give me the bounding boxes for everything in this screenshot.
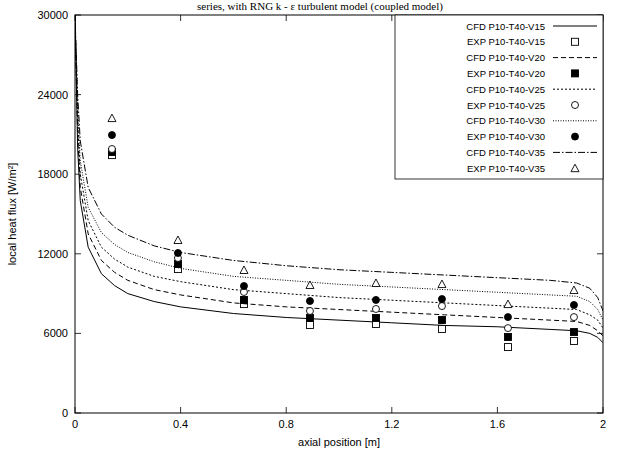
y-tick <box>75 333 603 334</box>
series-line <box>75 15 603 343</box>
data-point <box>108 114 116 122</box>
legend-label: EXP P10-T40-V15 <box>467 36 545 47</box>
data-point <box>240 266 248 274</box>
x-tick <box>180 15 181 413</box>
y-tick-label: 18000 <box>37 168 68 180</box>
data-point <box>438 326 445 333</box>
y-tick-label: 30000 <box>37 9 68 21</box>
data-point <box>504 300 512 308</box>
data-point <box>438 303 445 310</box>
x-tick-label: 1.6 <box>490 418 505 430</box>
chart: series, with RNG k - ε turbulent model (… <box>0 0 626 449</box>
series-line <box>75 15 603 343</box>
data-point <box>438 317 445 324</box>
legend-label: EXP P10-T40-V25 <box>467 100 545 111</box>
series-scatter <box>108 145 577 331</box>
series-line <box>75 15 603 320</box>
data-point <box>306 298 313 305</box>
x-tick-label: 1.2 <box>384 418 399 430</box>
data-point <box>108 145 115 152</box>
data <box>75 15 603 351</box>
data-point <box>306 322 313 329</box>
legend-swatch <box>553 57 597 58</box>
x-tick-label: 0.4 <box>173 418 188 430</box>
data-point <box>570 314 577 321</box>
data-point <box>570 337 577 344</box>
data-point <box>372 296 379 303</box>
series-line <box>75 15 603 311</box>
y-tick-label: 12000 <box>37 248 68 260</box>
data-point <box>570 286 578 294</box>
legend-swatch <box>571 164 579 172</box>
legend-swatch <box>553 26 597 27</box>
legend-label: EXP P10-T40-V20 <box>467 68 545 79</box>
series-line <box>75 15 603 336</box>
data-point <box>174 250 181 257</box>
x-tick <box>391 15 392 413</box>
y-tick <box>75 253 603 254</box>
data-point <box>240 296 247 303</box>
series-line <box>75 15 603 311</box>
data-point <box>306 307 313 314</box>
legend-label: CFD P10-T40-V15 <box>466 21 545 32</box>
legend-label: EXP P10-T40-V35 <box>467 163 545 174</box>
series-scatter <box>108 152 577 351</box>
data-point <box>372 315 379 322</box>
data-point <box>504 325 511 332</box>
y-tick-label: 0 <box>62 407 68 419</box>
axes: 0 6000 12000 18000 24000 30000 0 0.4 0.8 1.2 1.6 2 a… <box>6 9 606 448</box>
data-point <box>306 281 314 289</box>
legend-label: CFD P10-T40-V30 <box>466 115 545 126</box>
legend-label: CFD P10-T40-V20 <box>466 52 545 63</box>
series-line <box>75 15 603 336</box>
legend-swatch <box>572 133 579 140</box>
legend-label: CFD P10-T40-V25 <box>466 84 545 95</box>
data-point <box>174 236 182 244</box>
legend-swatch <box>553 120 597 121</box>
title: series, with RNG k - ε turbulent model (… <box>197 0 443 13</box>
legend-label: CFD P10-T40-V35 <box>466 147 545 158</box>
x-tick-label: 2 <box>600 418 606 430</box>
data-point <box>438 296 445 303</box>
data-point <box>570 329 577 336</box>
series-line <box>75 15 603 328</box>
data-point <box>438 280 446 288</box>
legend-label: EXP P10-T40-V30 <box>467 131 545 142</box>
x-tick-label: 0.8 <box>279 418 294 430</box>
y-axis-label: local heat flux [W/m²] <box>6 163 18 266</box>
x-tick-label: 0 <box>72 418 78 430</box>
legend-swatch <box>553 89 597 90</box>
data-point <box>372 279 380 287</box>
legend-swatch <box>553 152 597 153</box>
legend-swatch <box>572 102 579 109</box>
x-tick <box>286 15 287 413</box>
data-point <box>240 283 247 290</box>
legend-box <box>395 15 603 179</box>
chart-container: series, with RNG k - ε turbulent model (… <box>0 0 626 449</box>
legend-swatch <box>572 38 579 45</box>
data-point <box>570 302 577 309</box>
data-point <box>504 333 511 340</box>
y-tick-label: 24000 <box>37 89 68 101</box>
series-line <box>75 15 603 328</box>
x-axis-label: axial position [m] <box>298 436 380 448</box>
series-line <box>75 15 603 320</box>
plot-frame <box>75 15 603 413</box>
data-point <box>306 315 313 322</box>
data-point <box>372 305 379 312</box>
data-point <box>504 344 511 351</box>
legend-swatch <box>572 70 579 77</box>
legend: CFD P10-T40-V15 EXP P10-T40-V15 CFD P10-T4… <box>395 15 603 179</box>
data-point <box>504 314 511 321</box>
y-tick-label: 6000 <box>44 327 68 339</box>
data-point <box>108 132 115 139</box>
